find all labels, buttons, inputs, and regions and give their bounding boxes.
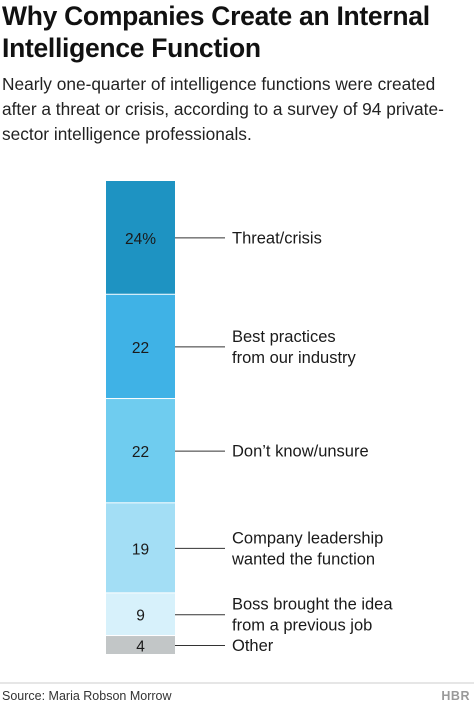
value-label: 4 [136, 639, 145, 656]
category-label: Other [232, 637, 274, 655]
chart-title: Why Companies Create an Internal Intelli… [2, 1, 430, 63]
bar-segment [106, 503, 175, 593]
category-label: from a previous job [232, 617, 372, 635]
bar-segment [106, 399, 175, 503]
value-label: 22 [132, 340, 149, 357]
value-label: 22 [132, 444, 149, 461]
category-label: Company leadership [232, 529, 383, 547]
bar-segment [106, 181, 175, 294]
chart-subtitle: Nearly one-quarter of intelligence funct… [2, 74, 444, 144]
value-label: 24% [125, 231, 156, 248]
hbr-logo: HBR [441, 689, 470, 703]
bar-segment [106, 636, 175, 654]
source-note: Source: Maria Robson Morrow [2, 689, 172, 703]
category-label: Threat/crisis [232, 229, 322, 247]
bar-segment [106, 593, 175, 636]
category-label: Best practices [232, 328, 336, 346]
value-label: 19 [132, 541, 149, 558]
value-label: 9 [136, 608, 145, 625]
bar-segment [106, 294, 175, 399]
category-label: from our industry [232, 349, 357, 367]
category-label: wanted the function [231, 550, 375, 568]
category-label: Boss brought the idea [232, 596, 393, 614]
category-label: Don’t know/unsure [232, 443, 369, 461]
